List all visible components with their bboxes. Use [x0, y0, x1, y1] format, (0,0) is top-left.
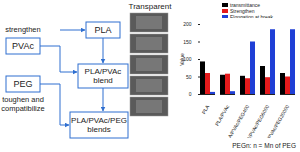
svg-text:strengthen: strengthen [5, 25, 40, 34]
svg-text:Strengthen: Strengthen [230, 8, 255, 14]
svg-text:0: 0 [189, 91, 192, 97]
svg-text:PVAc: PVAc [12, 41, 34, 51]
svg-text:200: 200 [183, 21, 192, 27]
svg-text:100: 100 [183, 56, 192, 63]
svg-text:PLA/PVAc: PLA/PVAc [85, 67, 122, 76]
svg-text:toughen and: toughen and [2, 95, 44, 104]
svg-text:PLA/PVAc/PEG: PLA/PVAc/PEG [71, 116, 127, 125]
svg-text:compatibilize: compatibilize [1, 104, 44, 113]
svg-text:PLA/PVAc/PEG400: PLA/PVAc/PEG400 [223, 104, 250, 138]
svg-text:Elongation at break: Elongation at break [230, 14, 274, 20]
svg-text:PLA: PLA [200, 103, 210, 115]
svg-text:PEG: PEG [13, 79, 32, 89]
svg-text:PLA: PLA [94, 25, 111, 35]
svg-text:PLA/PVAc/PEG20000: PLA/PVAc/PEG20000 [261, 104, 291, 138]
svg-text:Value: Value [179, 53, 185, 66]
svg-text:PEGn: n = Mn of PEG: PEGn: n = Mn of PEG [232, 142, 296, 149]
svg-text:150: 150 [183, 39, 192, 45]
svg-text:transmittance: transmittance [230, 2, 260, 8]
svg-text:blends: blends [87, 125, 111, 134]
svg-text:Transparent: Transparent [129, 2, 173, 11]
svg-text:50: 50 [186, 74, 192, 80]
svg-text:PLA/PVAc: PLA/PVAc [214, 103, 231, 126]
svg-text:blend: blend [93, 76, 113, 85]
svg-text:PLA/PVAc/PEG6000: PLA/PVAc/PEG6000 [242, 104, 270, 138]
